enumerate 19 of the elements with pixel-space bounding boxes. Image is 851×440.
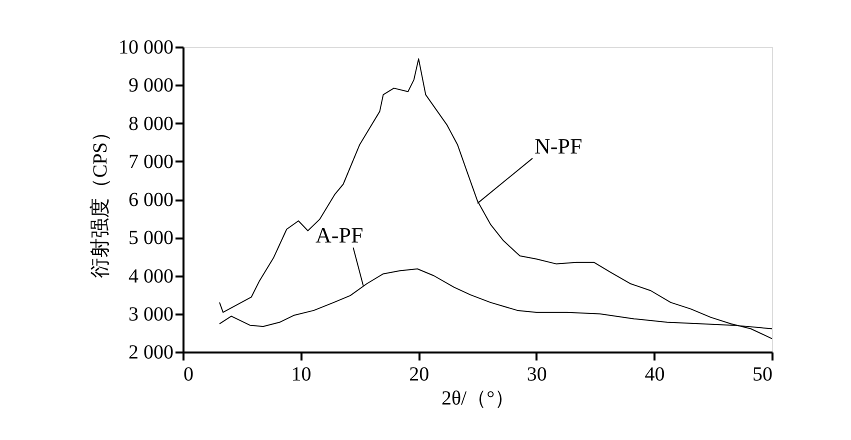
x-tick-label: 30 xyxy=(526,364,547,386)
x-tick-label: 50 xyxy=(752,364,772,386)
x-tick-label: 10 xyxy=(291,364,312,386)
y-tick-label: 7 000 xyxy=(128,150,174,173)
y-tick-label: 4 000 xyxy=(128,265,174,288)
y-tick-label: 8 000 xyxy=(128,112,174,135)
y-tick-label: 6 000 xyxy=(128,189,174,211)
annotation: A-PF xyxy=(316,222,364,248)
y-tick-label: 10 000 xyxy=(118,36,174,58)
y-tick-label: 2 000 xyxy=(128,342,174,364)
y-tick-label: 3 000 xyxy=(128,303,174,326)
x-tick-label: 40 xyxy=(644,364,665,386)
y-tick-label: 5 000 xyxy=(128,227,174,250)
x-tick-label: 20 xyxy=(409,364,430,386)
y-tick-label: 9 000 xyxy=(128,74,174,97)
annotation: N-PF xyxy=(534,133,582,158)
x-tick-label: 0 xyxy=(184,364,194,386)
x-axis-title: 2θ/（°） xyxy=(441,388,515,410)
y-axis-title: 衍射强度（CPS） xyxy=(90,122,112,278)
